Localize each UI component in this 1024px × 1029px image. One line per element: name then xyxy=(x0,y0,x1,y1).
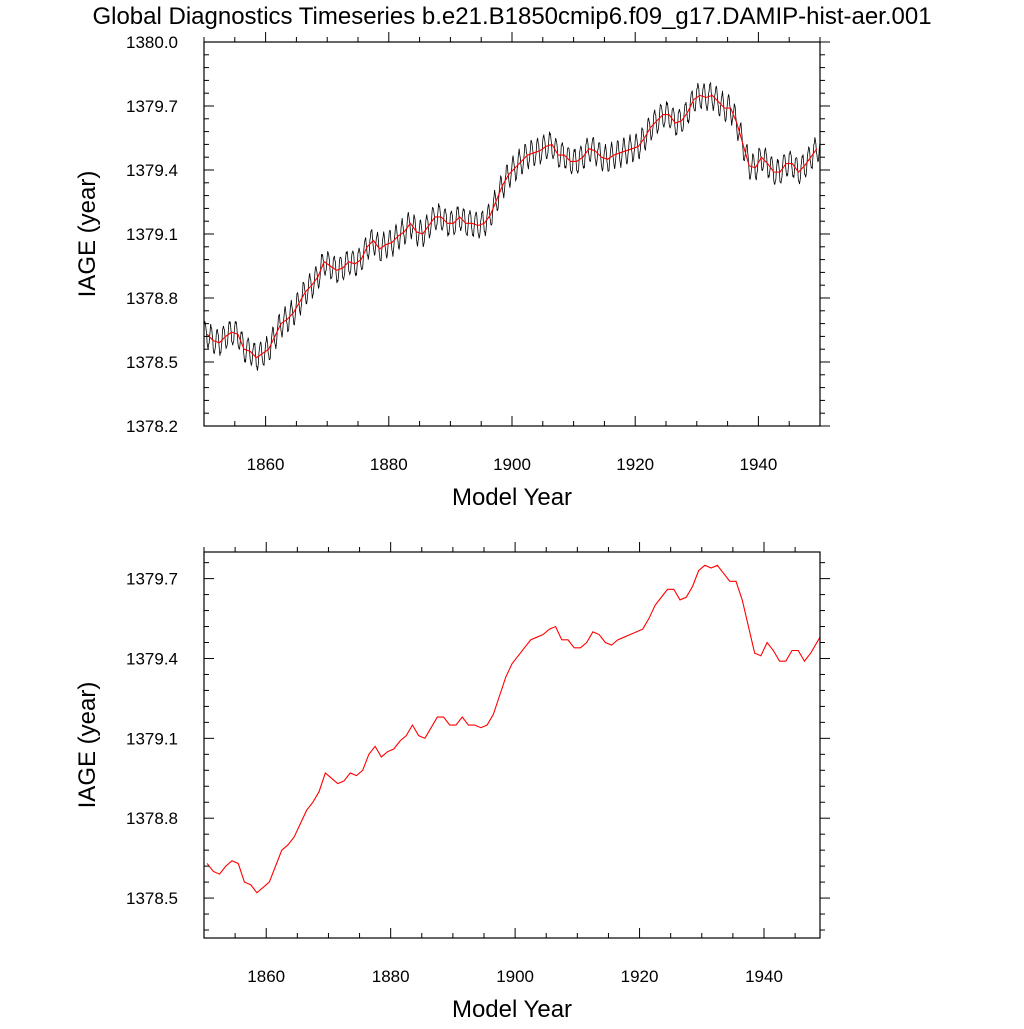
y-tick-label: 1378.8 xyxy=(126,809,178,828)
x-tick-label: 1860 xyxy=(247,455,285,474)
top-panel: 1860 1880 1900 1920 1940 1378.2 1378.5 1378.8 13… xyxy=(74,32,830,511)
y-axis-title: IAGE (year) xyxy=(74,171,101,298)
y-tick-label: 1379.1 xyxy=(126,729,178,748)
bottom-panel: 1860 1880 1900 1920 1940 1378.5 1378.8 1379.1 13… xyxy=(74,542,830,1023)
x-tick-label: 1940 xyxy=(739,455,777,474)
annual-mean-line xyxy=(206,94,818,359)
x-tick-label: 1940 xyxy=(745,967,783,986)
y-tick-label: 1378.5 xyxy=(126,353,178,372)
y-tick-label: 1379.4 xyxy=(126,161,178,180)
x-tick-label: 1920 xyxy=(616,455,654,474)
y-tick-label: 1378.2 xyxy=(126,417,178,436)
y-tick-label: 1379.7 xyxy=(126,570,178,589)
monthly-line xyxy=(204,81,820,371)
x-axis-title: Model Year xyxy=(452,484,572,511)
x-tick-label: 1880 xyxy=(370,455,408,474)
x-tick-label: 1900 xyxy=(496,967,534,986)
x-tick-label: 1880 xyxy=(372,967,410,986)
y-tick-label: 1379.4 xyxy=(126,649,178,668)
y-tick-label: 1380.0 xyxy=(126,33,178,52)
annual-mean-line xyxy=(206,564,820,894)
y-tick-label: 1379.7 xyxy=(126,97,178,116)
y-axis-title: IAGE (year) xyxy=(74,682,101,809)
x-tick-label: 1900 xyxy=(493,455,531,474)
x-axis-title: Model Year xyxy=(452,996,572,1023)
y-tick-label: 1378.8 xyxy=(126,289,178,308)
y-tick-label: 1379.1 xyxy=(126,225,178,244)
plot-frame xyxy=(203,551,821,939)
x-tick-label: 1860 xyxy=(247,967,285,986)
figure-title: Global Diagnostics Timeseries b.e21.B185… xyxy=(92,3,931,30)
x-tick-label: 1920 xyxy=(621,967,659,986)
y-tick-label: 1378.5 xyxy=(126,889,178,908)
